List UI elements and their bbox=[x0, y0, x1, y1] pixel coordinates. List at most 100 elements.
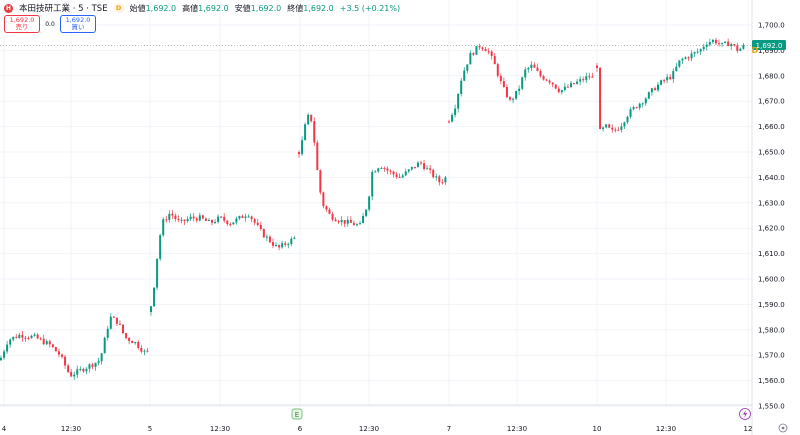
candle bbox=[426, 165, 429, 170]
symbol-title[interactable]: 本田技研工業 · 5 · TSE bbox=[19, 4, 108, 14]
candle bbox=[325, 205, 328, 212]
candle bbox=[346, 216, 349, 227]
candle bbox=[490, 50, 493, 60]
x-tick-label: 12:30 bbox=[359, 425, 379, 433]
candle bbox=[100, 352, 103, 365]
candle bbox=[229, 222, 232, 227]
candle bbox=[349, 216, 352, 224]
trade-panel: 1,692.0 売り 0.0 1,692.0 買い bbox=[4, 15, 96, 33]
candle bbox=[438, 174, 441, 186]
candle bbox=[582, 76, 585, 83]
candle bbox=[153, 287, 156, 307]
candle bbox=[435, 173, 438, 181]
candle bbox=[560, 89, 563, 95]
candle bbox=[573, 82, 576, 85]
candle bbox=[711, 38, 714, 44]
candle bbox=[250, 215, 253, 223]
candle bbox=[493, 53, 496, 65]
candle bbox=[481, 46, 484, 51]
candle bbox=[699, 48, 702, 55]
candle bbox=[463, 67, 466, 82]
candle bbox=[518, 85, 521, 95]
candle bbox=[429, 165, 432, 174]
candle bbox=[386, 166, 389, 175]
candle bbox=[657, 82, 659, 92]
candle bbox=[76, 365, 79, 379]
chart-settings-icon[interactable] bbox=[778, 423, 788, 433]
candle bbox=[275, 242, 278, 247]
earnings-badge[interactable]: E bbox=[291, 408, 303, 420]
candle bbox=[168, 210, 171, 223]
candle bbox=[146, 348, 149, 353]
candle bbox=[103, 336, 106, 354]
candle bbox=[736, 42, 739, 54]
y-tick-label: 1,640.0 bbox=[758, 174, 785, 182]
candle bbox=[641, 102, 644, 108]
time-axis[interactable]: 4 12:30 5 12:30 6 12:30 7 12:30 10 12:30 12 bbox=[2, 425, 753, 433]
candle bbox=[97, 357, 100, 366]
x-tick-label: 10 bbox=[593, 425, 602, 433]
candle bbox=[721, 42, 724, 47]
candle bbox=[395, 171, 398, 179]
y-tick-label: 1,670.0 bbox=[758, 98, 785, 106]
candles bbox=[0, 37, 745, 380]
candle bbox=[223, 213, 226, 223]
candle bbox=[290, 236, 293, 247]
candle bbox=[635, 106, 638, 109]
change-value: +3.5 (+0.21%) bbox=[339, 3, 401, 13]
sell-button[interactable]: 1,692.0 売り bbox=[4, 15, 40, 33]
candle bbox=[383, 166, 386, 172]
candle bbox=[509, 95, 511, 102]
candle bbox=[140, 344, 143, 354]
buy-label: 買い bbox=[71, 23, 85, 31]
candle bbox=[253, 218, 256, 226]
candle bbox=[256, 218, 259, 227]
lightning-icon[interactable] bbox=[739, 408, 751, 420]
candle bbox=[143, 349, 146, 356]
candle bbox=[410, 166, 413, 172]
svg-text:E: E bbox=[295, 411, 299, 419]
candle bbox=[337, 219, 340, 224]
y-tick-label: 1,620.0 bbox=[758, 225, 785, 233]
candle bbox=[617, 126, 620, 131]
candle bbox=[6, 341, 9, 354]
low-value: 1,692.0 bbox=[250, 3, 282, 13]
candle bbox=[232, 222, 235, 225]
candle bbox=[183, 219, 186, 226]
candle bbox=[214, 219, 217, 224]
y-tick-label: 1,580.0 bbox=[758, 326, 785, 334]
candle bbox=[521, 76, 524, 91]
candle bbox=[705, 41, 708, 51]
candle bbox=[451, 112, 454, 123]
candle bbox=[563, 82, 566, 92]
low-label: 安値 bbox=[234, 3, 251, 13]
candle bbox=[557, 86, 560, 94]
candle bbox=[189, 213, 192, 221]
candle bbox=[614, 127, 617, 133]
symbol-legend: H 本田技研工業 · 5 · TSE D 始値1,692.0 高値1,692.0… bbox=[4, 2, 400, 14]
candle bbox=[122, 324, 124, 335]
candle bbox=[608, 123, 611, 129]
candle bbox=[226, 219, 229, 227]
candle bbox=[128, 336, 131, 345]
candle bbox=[343, 220, 346, 228]
candle bbox=[460, 77, 463, 97]
candle bbox=[441, 179, 444, 185]
candle bbox=[247, 214, 250, 218]
candle bbox=[48, 339, 51, 348]
buy-button[interactable]: 1,692.0 買い bbox=[60, 15, 96, 33]
candle bbox=[423, 159, 426, 171]
candle bbox=[708, 38, 711, 47]
candle bbox=[207, 217, 210, 222]
candle bbox=[298, 150, 300, 158]
candle bbox=[368, 195, 371, 212]
candle bbox=[591, 72, 594, 78]
candle bbox=[359, 220, 361, 225]
candle bbox=[94, 362, 97, 371]
last-price-label: 1,692.0 bbox=[752, 40, 786, 50]
candle bbox=[392, 170, 395, 178]
candle bbox=[9, 338, 12, 348]
candle bbox=[217, 214, 220, 224]
